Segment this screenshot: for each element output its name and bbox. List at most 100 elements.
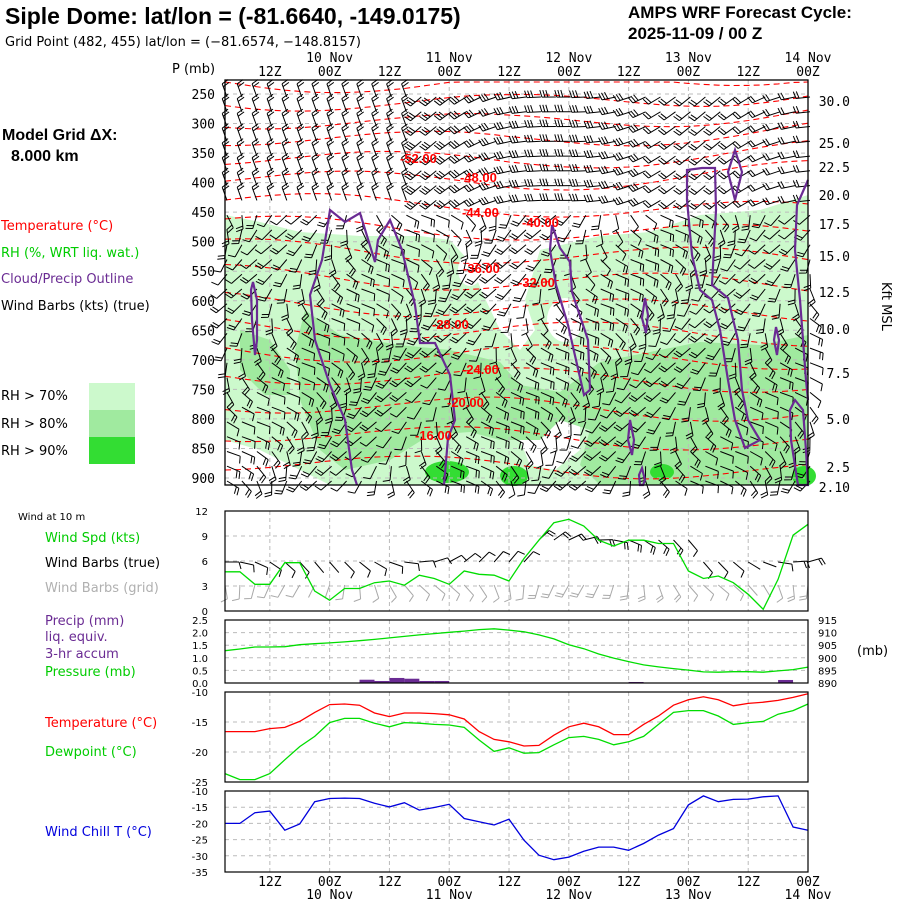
top-hour-label: 12Z bbox=[736, 65, 760, 80]
cloud-outline bbox=[548, 224, 592, 397]
wind-barb bbox=[434, 318, 452, 329]
wind-barb bbox=[478, 108, 497, 117]
wind-barb bbox=[331, 362, 344, 379]
wind-barb bbox=[508, 164, 527, 173]
wind-barb bbox=[241, 421, 256, 435]
wind-barb bbox=[266, 182, 275, 201]
wind-barb bbox=[478, 167, 497, 176]
wind-barb bbox=[658, 96, 676, 106]
wind-barb bbox=[658, 199, 676, 210]
wind-barb bbox=[390, 318, 398, 337]
wind-barb bbox=[493, 136, 512, 145]
wind-barb bbox=[421, 244, 435, 259]
wind-barb bbox=[779, 362, 793, 377]
wind-barb bbox=[570, 392, 580, 410]
wind-barb bbox=[630, 229, 642, 246]
wind-barb bbox=[660, 244, 674, 258]
wind-barb bbox=[292, 451, 303, 467]
wind-barb bbox=[420, 273, 430, 292]
wind-barb bbox=[749, 406, 764, 421]
pressure-tick-label: 450 bbox=[192, 206, 215, 221]
wind-barb bbox=[517, 480, 527, 497]
wind-barb bbox=[224, 288, 243, 299]
y-tick-label: -35 bbox=[192, 868, 208, 879]
wind-barb bbox=[600, 288, 615, 302]
y-tick-label: 9 bbox=[202, 532, 208, 543]
legend-rh70-label: RH > 70% bbox=[1, 389, 68, 404]
pressure-unit-label: (mb) bbox=[857, 644, 888, 659]
wind-barb bbox=[308, 259, 318, 276]
wind-barb bbox=[300, 214, 318, 226]
wind-barb bbox=[762, 182, 781, 191]
wind-barb-grid bbox=[504, 584, 512, 603]
wind-barb bbox=[271, 436, 284, 453]
wind-barb bbox=[236, 152, 245, 171]
wind-barb bbox=[540, 421, 552, 439]
wind-barb-true bbox=[807, 557, 826, 566]
wind-barb bbox=[538, 214, 557, 225]
wind-barb bbox=[300, 465, 318, 478]
precip-bar bbox=[419, 680, 435, 683]
pressure-tick-label: 800 bbox=[192, 413, 215, 428]
wind-barb bbox=[361, 303, 375, 317]
wind-barb bbox=[612, 181, 631, 191]
wind-barb-grid bbox=[493, 584, 500, 603]
wind-barb bbox=[301, 347, 316, 361]
wind-barb bbox=[236, 138, 245, 157]
wind-barb bbox=[691, 288, 706, 302]
wind-barb bbox=[777, 92, 796, 101]
wind-barb bbox=[392, 347, 407, 361]
wind-barb bbox=[251, 123, 260, 142]
wind-barb bbox=[627, 94, 646, 104]
wind-barb bbox=[569, 134, 586, 143]
wind-barb bbox=[652, 318, 661, 335]
wind-barb bbox=[316, 332, 331, 346]
wind-barb bbox=[460, 244, 469, 262]
wind-barb bbox=[673, 347, 691, 358]
wind-barb bbox=[340, 229, 348, 247]
wind-barb bbox=[510, 421, 525, 435]
wind-barb bbox=[315, 451, 332, 463]
wind-barb bbox=[494, 362, 502, 381]
wind-barb bbox=[510, 214, 527, 227]
wind-barb bbox=[371, 123, 379, 142]
wind-barb-grid bbox=[703, 584, 715, 602]
legend-barbs-true: Wind Barbs (true) bbox=[45, 556, 160, 571]
wind-barb bbox=[629, 377, 646, 389]
wind-barb bbox=[540, 362, 555, 376]
wind-barb bbox=[690, 362, 706, 375]
wind-barb bbox=[713, 244, 722, 262]
wind-barb-true bbox=[553, 531, 572, 541]
wind-barb bbox=[268, 466, 277, 485]
contour-label: -36.00 bbox=[463, 261, 500, 276]
wind-barb bbox=[239, 273, 258, 284]
wind-barb bbox=[675, 273, 684, 292]
pressure-tick-label: 550 bbox=[192, 265, 215, 280]
wind-barb bbox=[645, 214, 658, 231]
wind-barb bbox=[688, 140, 706, 151]
wind-barb bbox=[241, 480, 252, 498]
wind-barb bbox=[774, 466, 783, 484]
wind-barb bbox=[749, 451, 763, 466]
wind-barb bbox=[427, 288, 437, 305]
top-date-label: 13 Nov bbox=[665, 51, 712, 66]
wind-barb bbox=[674, 377, 691, 390]
wind-barb bbox=[434, 332, 452, 343]
wind-barb bbox=[673, 96, 691, 107]
cloud-outline bbox=[249, 281, 259, 356]
rh90-region bbox=[500, 466, 528, 486]
wind-barb bbox=[465, 214, 477, 232]
panel-frame bbox=[224, 691, 809, 783]
wind-barb bbox=[627, 153, 646, 163]
wind-barb bbox=[508, 105, 527, 114]
wind-barb bbox=[569, 178, 586, 187]
wind-barb bbox=[361, 347, 370, 366]
wind-barb-grid bbox=[478, 584, 488, 603]
wind-barb bbox=[316, 318, 330, 333]
wind-barb bbox=[463, 94, 482, 104]
wind-barb bbox=[494, 288, 512, 300]
wind-barb bbox=[422, 392, 437, 406]
wind-barb bbox=[688, 155, 706, 166]
upper-wind-barbs bbox=[209, 79, 824, 499]
wind-barb bbox=[555, 406, 566, 425]
